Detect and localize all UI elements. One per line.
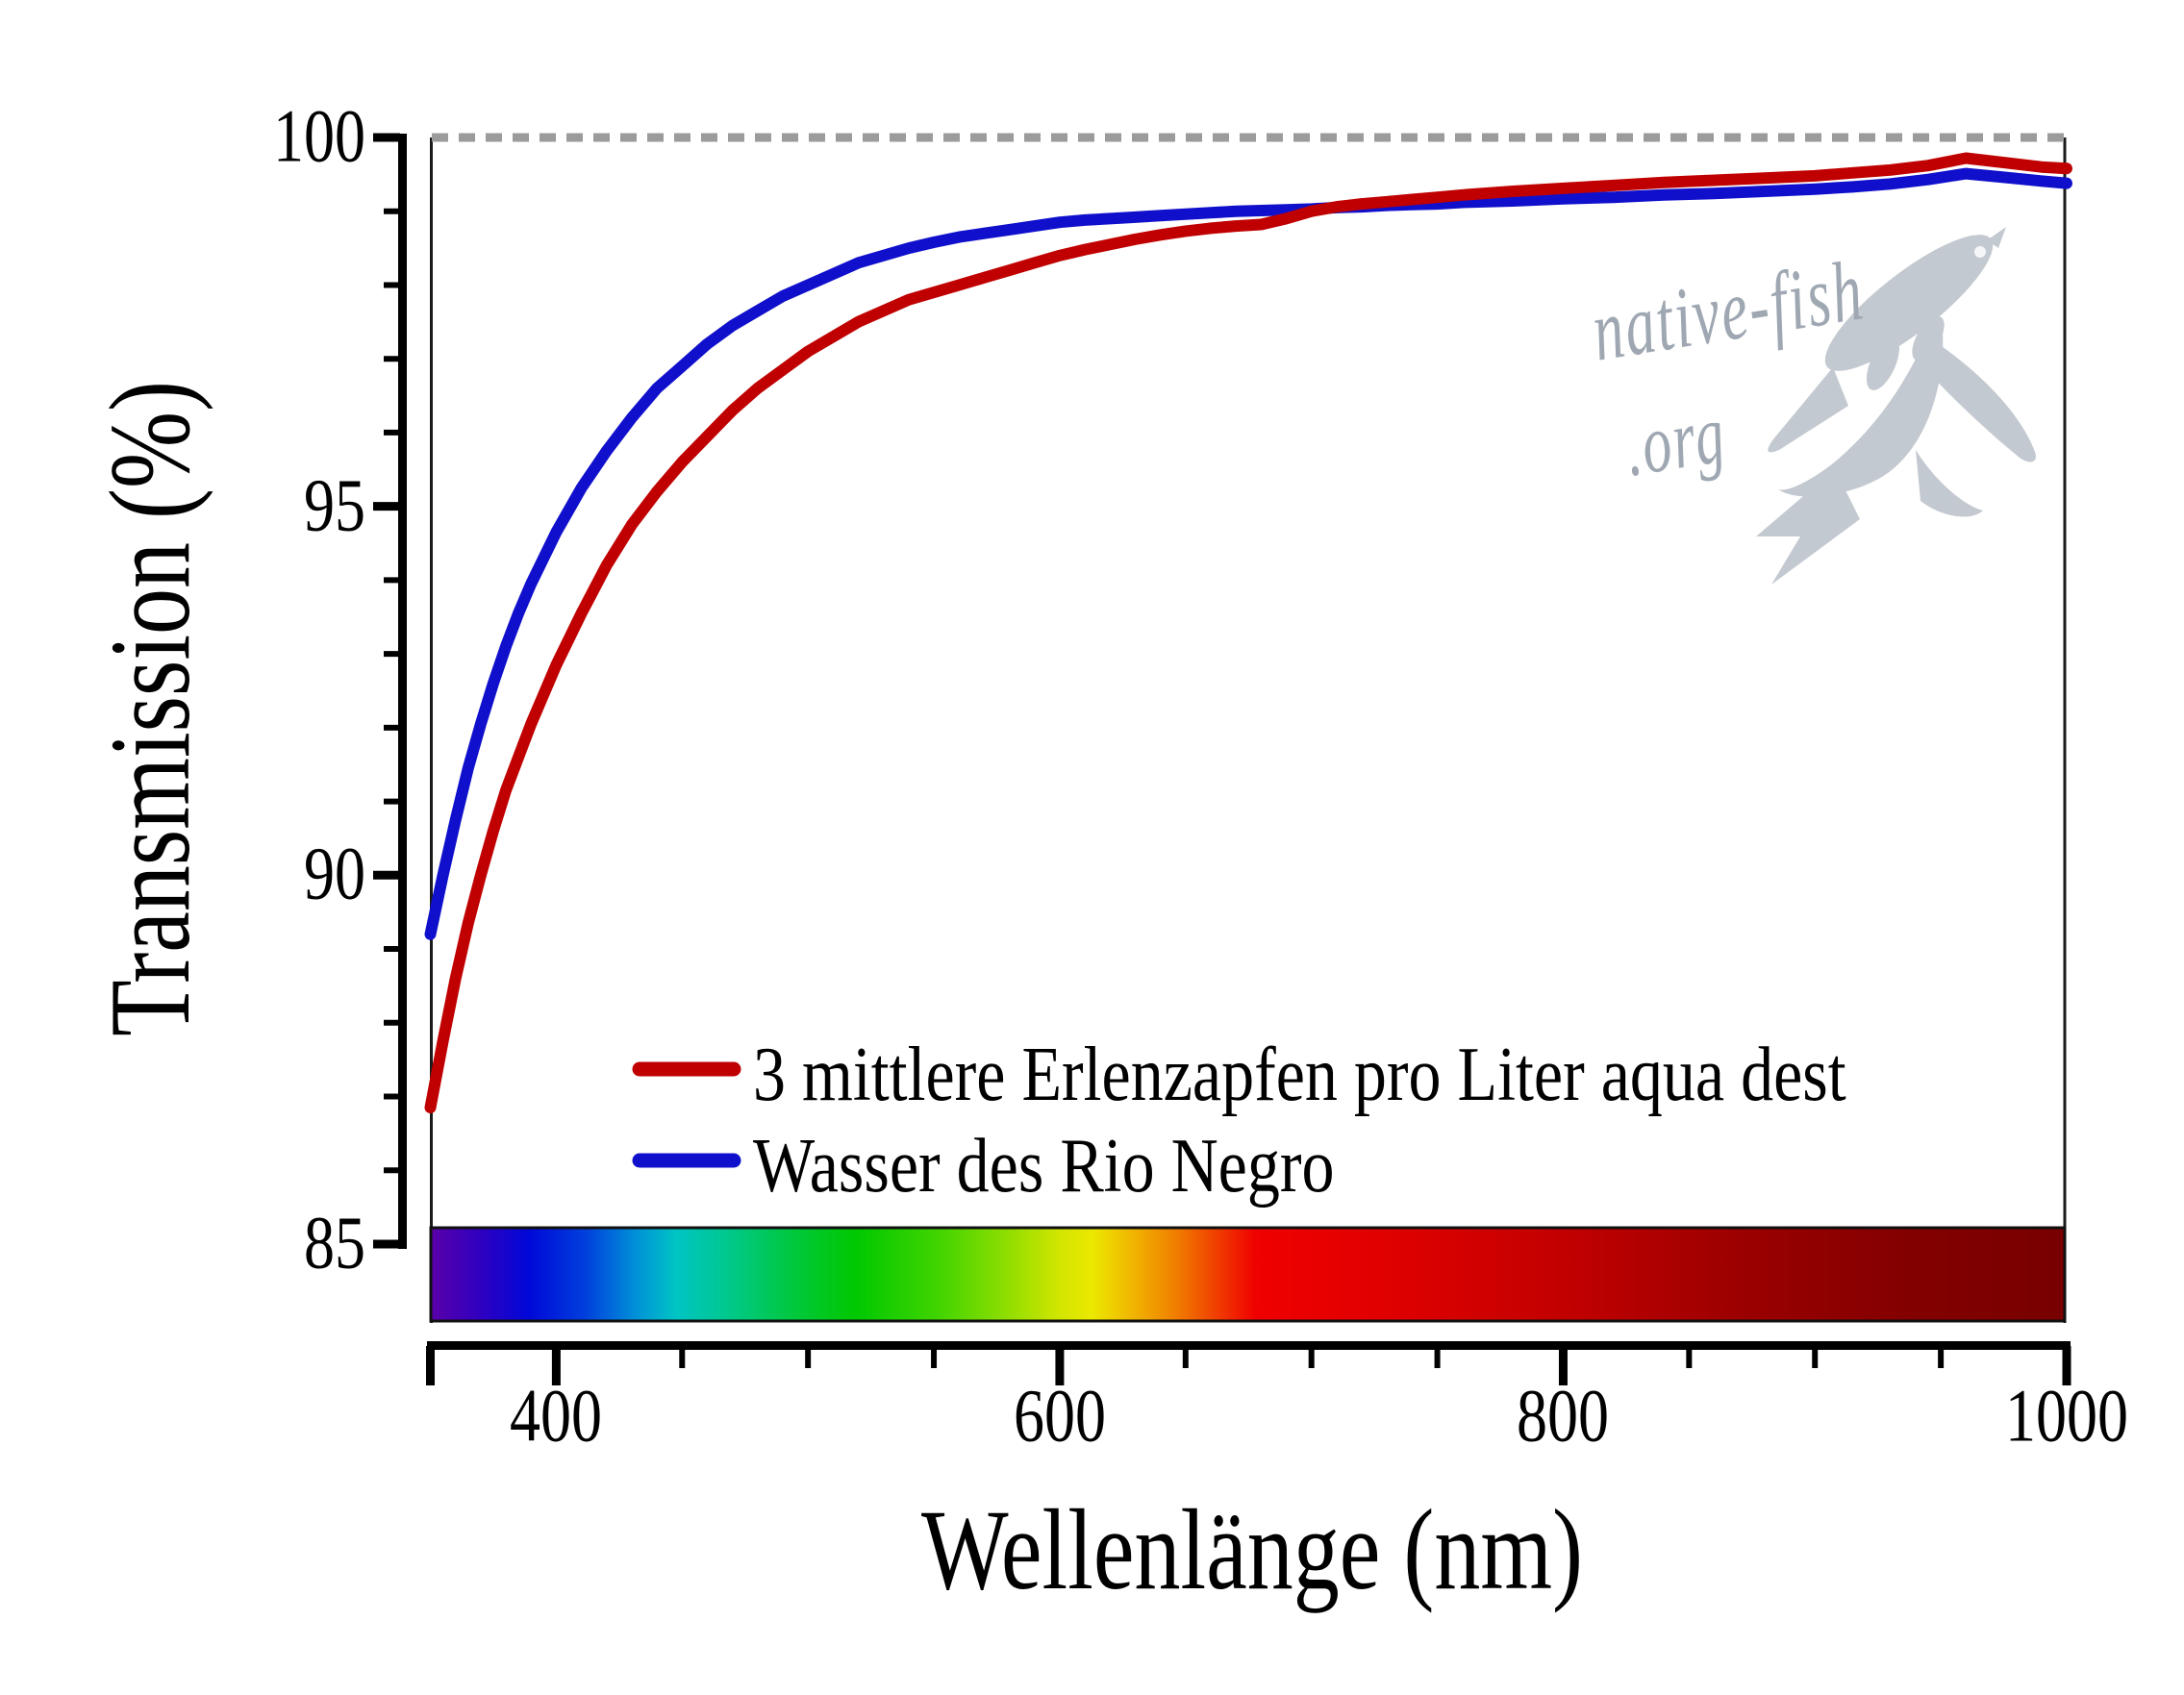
spectrum-colorbar: [429, 1226, 2067, 1323]
blue-curve-rio-negro: [424, 167, 2072, 940]
fish-watermark-illustration: [1756, 227, 2036, 585]
legend-label-rio-negro: Wasser des Rio Negro: [753, 1122, 1335, 1209]
x-axis-title: Wellenlänge (nm): [921, 1484, 1583, 1614]
x-axis-spine: [427, 1341, 2071, 1350]
red-curve-erlenzapfen: [424, 152, 2072, 1113]
legend-label-erlenzapfen: 3 mittlere Erlenzapfen pro Liter aqua de…: [753, 1031, 1846, 1117]
y-axis-ticks: [373, 133, 400, 1249]
x-axis-ticks: [426, 1346, 2071, 1385]
y-axis-spine: [398, 134, 407, 1249]
x-tick-label-800: 800: [1517, 1374, 1609, 1458]
y-tick-label-95: 95: [304, 462, 365, 547]
y-tick-label-90: 90: [304, 831, 365, 915]
x-tick-label-1000: 1000: [2005, 1374, 2128, 1458]
x-tick-label-400: 400: [510, 1374, 602, 1458]
y-tick-label-100: 100: [273, 93, 365, 178]
y-tick-label-85: 85: [304, 1200, 365, 1284]
x-tick-label-600: 600: [1014, 1374, 1106, 1458]
watermark-text-org: .org: [1619, 386, 1732, 494]
y-axis-title: Transmission (%): [85, 381, 214, 1036]
